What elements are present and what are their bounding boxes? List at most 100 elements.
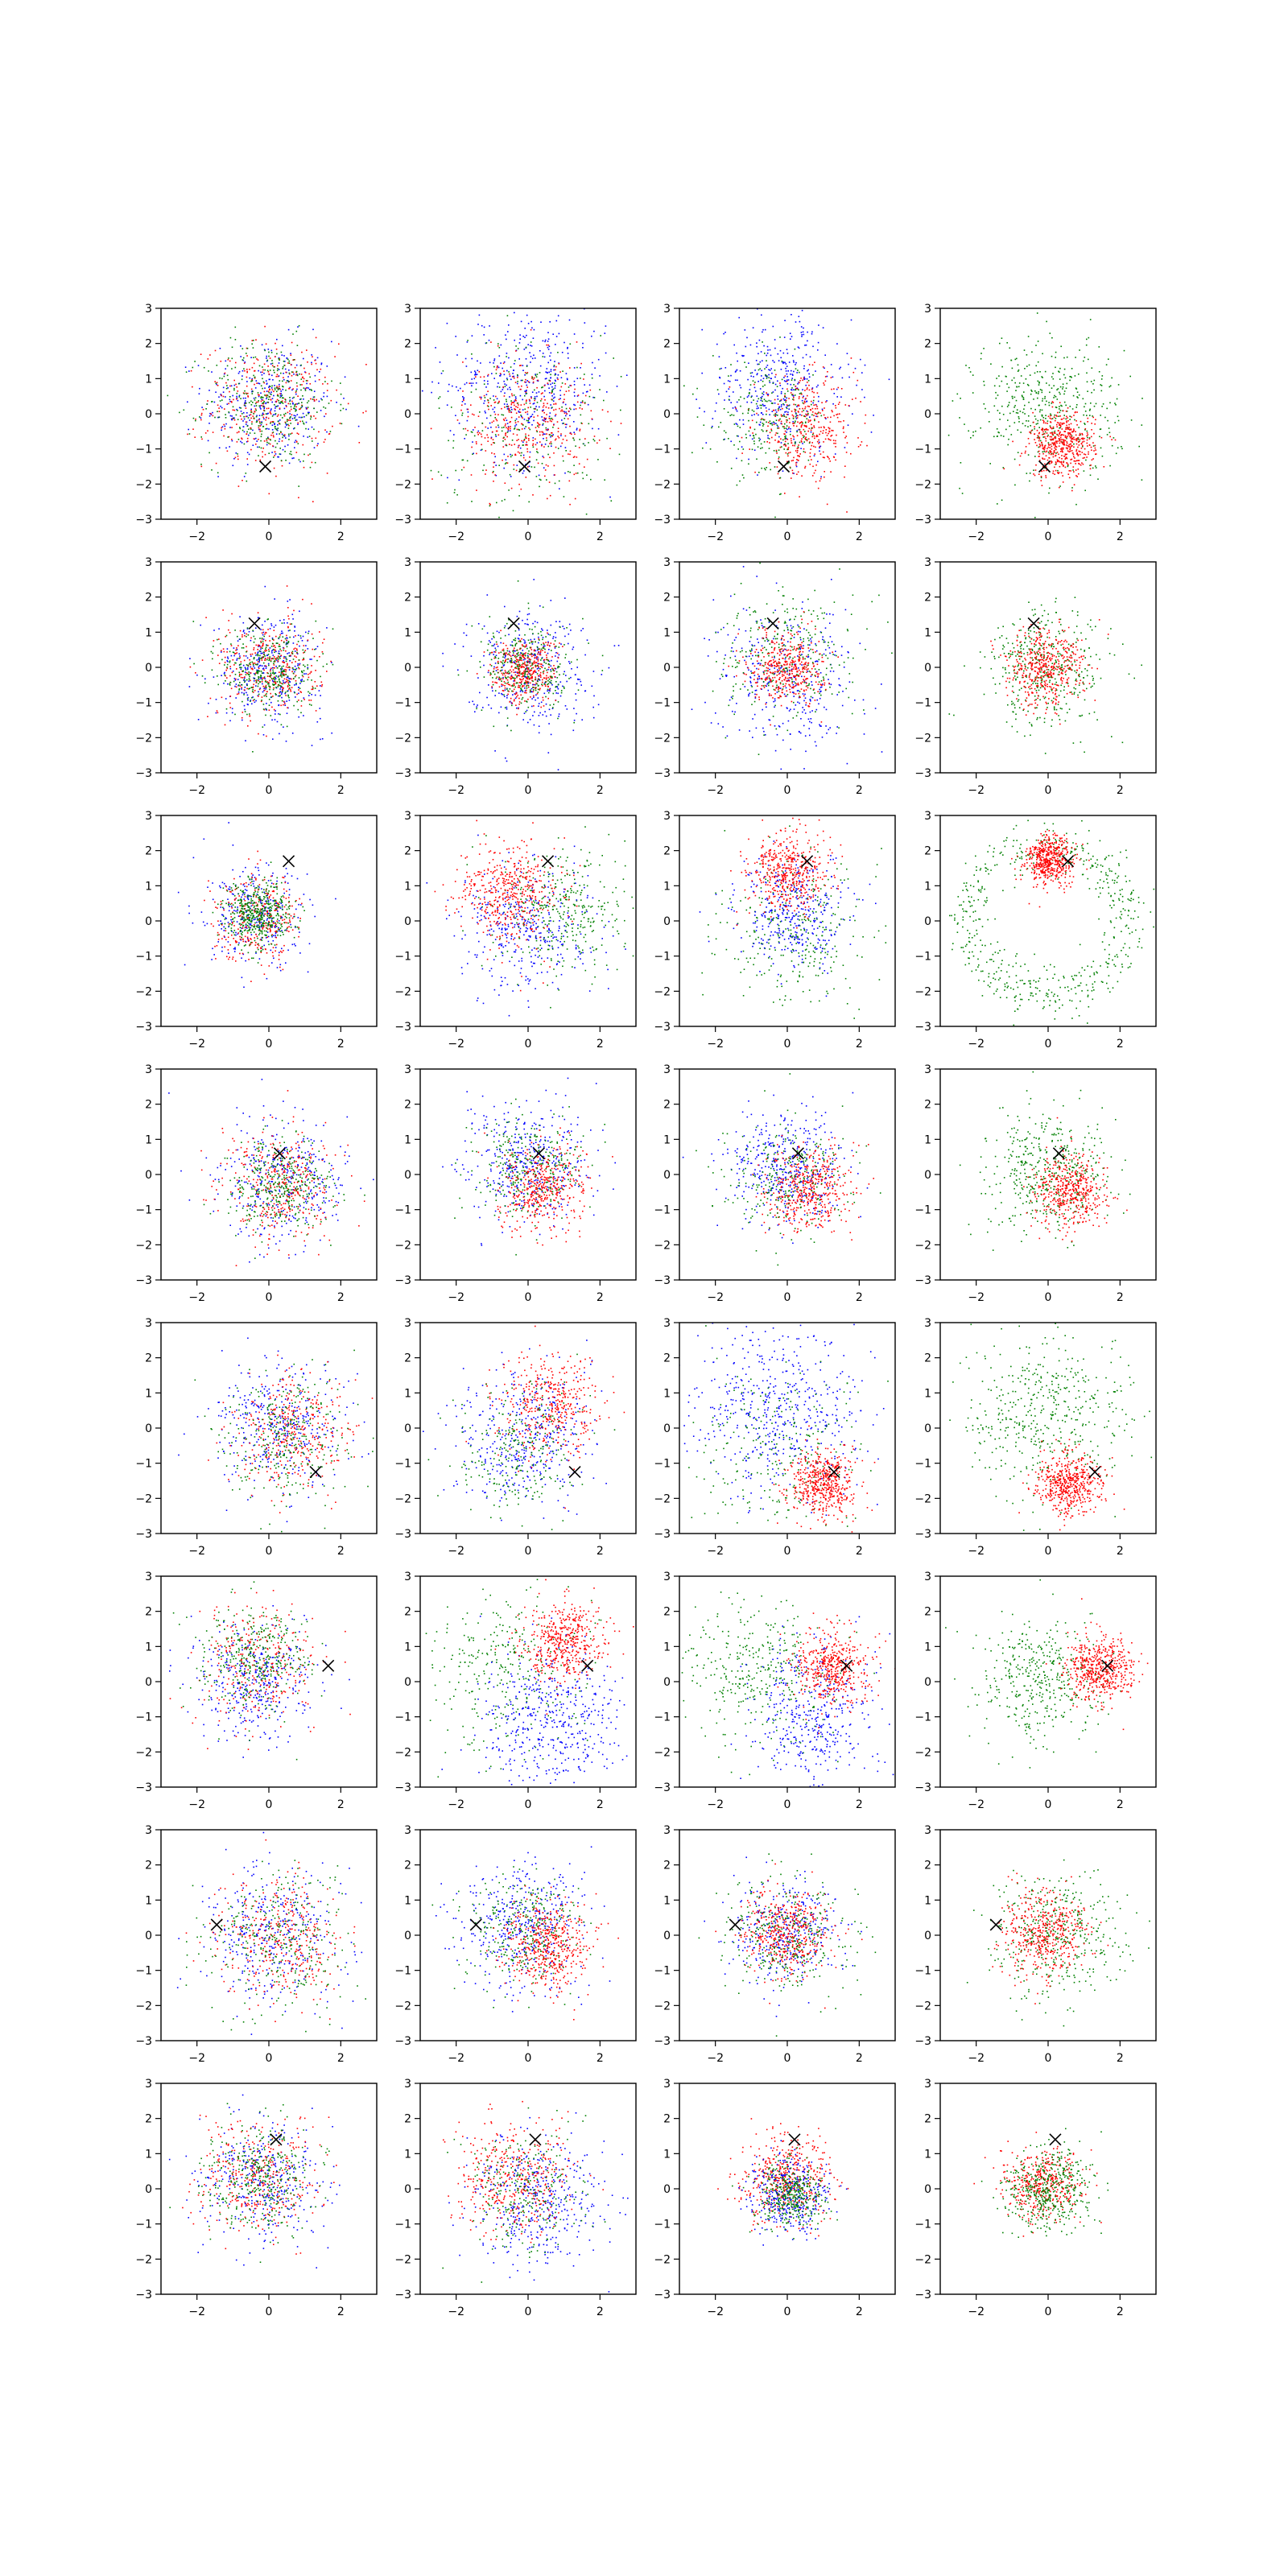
data-point: [805, 425, 807, 427]
data-point: [357, 425, 360, 427]
data-point: [763, 345, 765, 347]
data-point: [725, 390, 728, 393]
data-point: [545, 429, 547, 431]
data-point: [474, 373, 477, 375]
data-point: [1089, 408, 1091, 411]
data-point: [1022, 397, 1025, 398]
data-point: [241, 716, 243, 719]
data-point: [290, 353, 291, 354]
data-point: [254, 408, 257, 410]
x-tick-label: −2: [968, 530, 985, 543]
data-point: [716, 389, 719, 390]
data-point: [514, 360, 516, 361]
data-point: [535, 392, 538, 394]
data-point: [580, 378, 581, 379]
data-point: [586, 458, 588, 460]
data-point: [501, 430, 503, 432]
data-point: [1065, 404, 1067, 407]
data-point: [212, 431, 214, 433]
data-point: [813, 445, 815, 448]
data-point: [1067, 434, 1070, 436]
data-point: [260, 400, 262, 402]
data-point: [316, 444, 318, 447]
data-point: [798, 405, 799, 407]
data-point: [507, 405, 510, 407]
data-point: [301, 640, 303, 642]
data-point: [753, 440, 755, 442]
data-point: [804, 467, 806, 469]
data-point: [246, 412, 248, 414]
data-point: [810, 409, 811, 411]
data-point: [850, 357, 852, 359]
data-point: [277, 405, 279, 407]
data-point: [1069, 379, 1071, 382]
data-point: [541, 431, 543, 433]
data-point: [259, 407, 261, 409]
data-point: [748, 410, 749, 411]
data-point: [551, 432, 553, 434]
data-point: [543, 395, 545, 398]
data-point: [489, 398, 491, 399]
data-point: [510, 456, 512, 458]
data-point: [200, 624, 201, 626]
data-point: [241, 438, 243, 440]
data-point: [564, 411, 565, 413]
data-point: [530, 320, 532, 323]
data-point: [297, 664, 299, 667]
data-point: [576, 395, 579, 397]
data-point: [723, 430, 725, 432]
data-point: [288, 424, 290, 427]
data-point: [756, 395, 758, 397]
data-point: [237, 645, 239, 646]
data-point: [286, 424, 287, 426]
data-point: [285, 412, 287, 415]
data-point: [341, 423, 343, 425]
data-point: [1059, 460, 1061, 463]
data-point: [801, 393, 803, 395]
data-point: [289, 452, 291, 455]
data-point: [265, 679, 266, 682]
data-point: [231, 439, 233, 440]
data-point: [497, 382, 499, 384]
data-point: [271, 362, 274, 365]
data-point: [839, 413, 840, 415]
data-point: [757, 373, 758, 374]
data-point: [1088, 438, 1091, 440]
data-point: [724, 367, 727, 369]
data-point: [1095, 402, 1097, 405]
data-point: [292, 402, 294, 404]
data-point: [793, 473, 795, 474]
data-point: [290, 364, 292, 365]
data-point: [1034, 427, 1035, 430]
data-point: [1116, 398, 1118, 400]
data-point: [256, 669, 258, 671]
data-point: [225, 387, 228, 390]
data-point: [815, 370, 816, 372]
data-point: [830, 435, 832, 437]
data-point: [777, 398, 779, 400]
data-point: [846, 442, 848, 444]
data-point: [262, 402, 264, 405]
data-point: [442, 370, 444, 372]
data-point: [816, 406, 818, 407]
x-tick-label: 2: [856, 530, 863, 543]
data-point: [233, 654, 235, 657]
data-point: [518, 416, 520, 418]
data-point: [1111, 439, 1113, 440]
data-point: [510, 407, 512, 408]
data-point: [790, 427, 791, 430]
data-point: [575, 473, 577, 474]
data-point: [811, 411, 814, 413]
data-point: [229, 696, 232, 697]
data-point: [581, 402, 584, 403]
data-point: [250, 679, 251, 682]
data-point: [524, 372, 526, 374]
data-point: [1028, 364, 1030, 366]
data-point: [253, 438, 255, 440]
data-point: [564, 398, 565, 400]
data-point: [541, 463, 543, 464]
data-point: [736, 401, 738, 403]
data-point: [1055, 396, 1057, 398]
data-point: [1117, 415, 1119, 418]
data-point: [584, 394, 587, 397]
